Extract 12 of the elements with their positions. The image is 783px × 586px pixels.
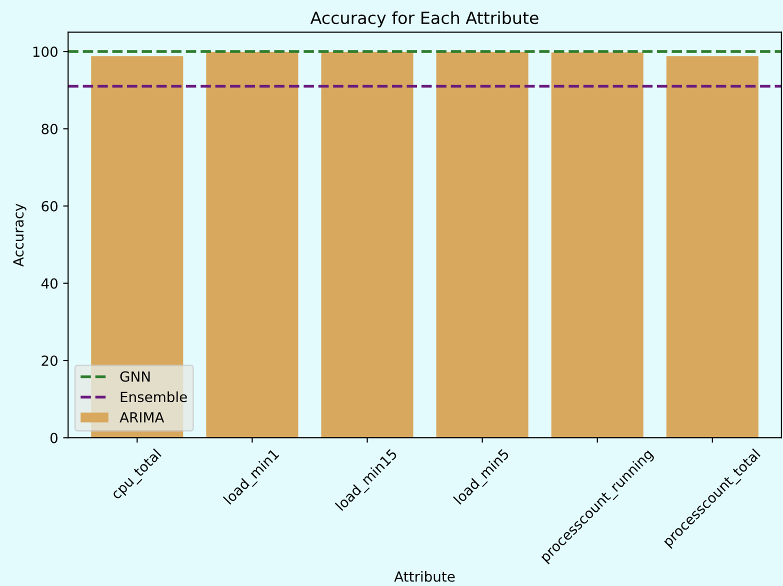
y-tick-label: 100 <box>33 46 58 58</box>
chart-title: Accuracy for Each Attribute <box>310 11 538 28</box>
y-tick-label: 20 <box>42 355 58 366</box>
legend-label: Ensemble <box>120 391 187 402</box>
y-tick-label: 60 <box>42 200 58 212</box>
y-tick-label: 0 <box>50 432 58 444</box>
y-tick-label: 40 <box>41 278 58 289</box>
y-tick-label: 80 <box>42 124 58 134</box>
y-axis-title: Accuracy <box>13 204 26 267</box>
legend-label: ARIMA <box>120 412 164 422</box>
x-axis-title: Attribute <box>394 571 455 582</box>
legend-label: GNN <box>120 371 150 382</box>
